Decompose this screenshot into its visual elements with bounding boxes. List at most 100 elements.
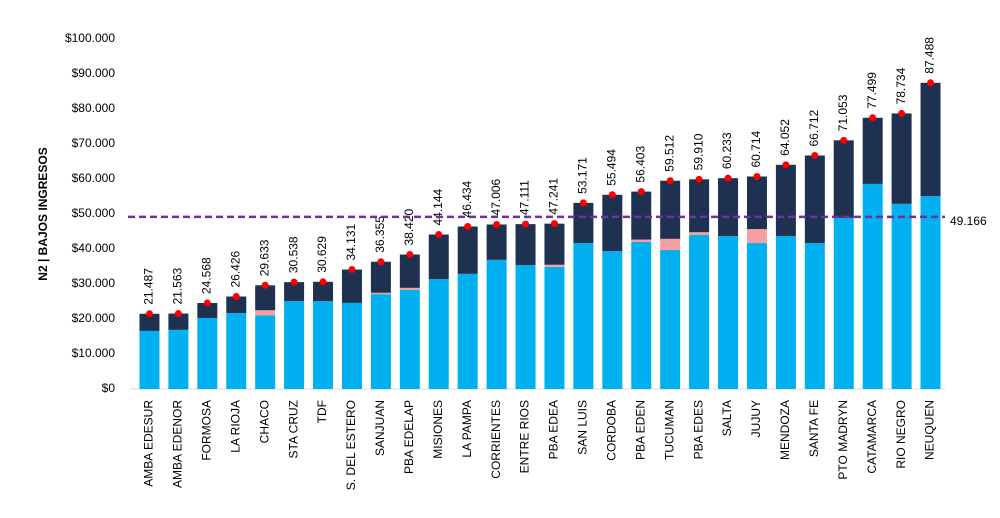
bar-segment (370, 261, 391, 293)
bar-segment (428, 279, 449, 389)
x-tick-label: RIO NEGRO (894, 400, 908, 469)
total-dot (406, 251, 414, 259)
total-label: 30.538 (286, 236, 300, 273)
total-label: 46.434 (460, 180, 474, 217)
bar-segment (573, 243, 594, 389)
y-tick-label: $40.000 (72, 241, 116, 255)
bar-segment (255, 285, 276, 311)
bar-segment (746, 229, 767, 244)
x-tick-label: CORDOBA (604, 400, 618, 461)
total-dot (550, 220, 558, 228)
bar-segment (370, 294, 391, 389)
bar-segment (370, 292, 391, 295)
total-label: 56.403 (633, 146, 647, 183)
total-dot (377, 258, 385, 266)
bar-segment (689, 232, 710, 235)
total-dot (174, 310, 182, 318)
bar-segment (689, 235, 710, 389)
x-tick-label: NEUQUEN (923, 400, 937, 460)
bar-segment (457, 273, 478, 389)
x-tick-label: SAN LUIS (576, 400, 590, 455)
bar-segment (428, 234, 449, 280)
x-tick-label: PTO MADRYN (836, 400, 850, 480)
total-dot (493, 220, 501, 228)
bar-segment (341, 302, 362, 389)
x-tick-label: SALTA (720, 400, 734, 436)
bar-segment (399, 254, 420, 288)
total-dot (898, 109, 906, 117)
y-tick-label: $80.000 (72, 101, 116, 115)
total-label: 53.171 (576, 157, 590, 194)
total-label: 55.494 (604, 149, 618, 186)
x-tick-label: TDF (315, 400, 329, 423)
total-dot (869, 114, 877, 122)
x-tick-label: S. DEL ESTERO (344, 400, 358, 490)
bar-segment (197, 303, 218, 318)
total-dot (927, 79, 935, 87)
bar-segment (341, 269, 362, 303)
bar-segment (139, 330, 160, 389)
total-label: 59.512 (662, 135, 676, 172)
bar-segment (920, 82, 941, 197)
bar-segment (168, 313, 189, 330)
bar-segment (660, 180, 681, 239)
bar-segment (399, 289, 420, 389)
total-label: 71.053 (836, 94, 850, 131)
x-tick-label: FORMOSA (199, 400, 213, 461)
x-tick-label: STA CRUZ (286, 400, 300, 458)
bar-segment (689, 179, 710, 233)
y-tick-label: $0 (102, 381, 116, 395)
bar-segment (718, 178, 739, 237)
total-dot (724, 174, 732, 182)
total-label: 64.052 (778, 119, 792, 156)
bar-segment (168, 329, 189, 389)
bar-segment (631, 242, 652, 389)
bar-segment (486, 259, 507, 389)
total-dot (348, 266, 356, 274)
bar-segment (226, 296, 247, 314)
bar-segment (573, 202, 594, 244)
bar-segment (313, 281, 334, 302)
total-label: 77.499 (865, 72, 879, 109)
x-tick-label: CORRIENTES (489, 400, 503, 479)
total-label: 59.910 (691, 133, 705, 170)
total-label: 21.487 (142, 268, 156, 305)
y-tick-label: $70.000 (72, 136, 116, 150)
bar-segment (746, 176, 767, 230)
total-dot (232, 293, 240, 301)
total-label: 30.629 (315, 236, 329, 273)
y-tick-label: $20.000 (72, 311, 116, 325)
bar-segment (544, 223, 565, 265)
x-tick-label: TUCUMAN (662, 400, 676, 460)
total-dot (782, 161, 790, 169)
x-tick-label: MENDOZA (778, 400, 792, 460)
total-label: 47.241 (547, 178, 561, 215)
bar-segment (544, 266, 565, 389)
bar-segment (862, 117, 883, 184)
total-dot (695, 175, 703, 183)
bar-segment (197, 317, 218, 389)
x-tick-label: LA PAMPA (460, 400, 474, 458)
total-dot (522, 220, 530, 228)
bar-segment (515, 265, 536, 389)
y-tick-label: $100.000 (65, 31, 115, 45)
bar-segment (284, 301, 305, 389)
average-label: 49.166 (950, 214, 987, 228)
x-tick-label: PBA EDELAP (402, 400, 416, 474)
total-dot (637, 188, 645, 196)
bar-segment (399, 287, 420, 290)
bar-segment (139, 313, 160, 331)
y-tick-label: $90.000 (72, 66, 116, 80)
bar-segment (631, 191, 652, 240)
total-label: 36.355 (373, 216, 387, 253)
bar-segment (718, 236, 739, 389)
total-label: 21.563 (171, 268, 185, 305)
x-tick-label: LA RIOJA (228, 400, 242, 453)
total-label: 38.420 (402, 209, 416, 246)
total-label: 60.233 (720, 132, 734, 169)
x-tick-label: MISIONES (431, 400, 445, 459)
total-dot (290, 278, 298, 286)
y-tick-label: $30.000 (72, 276, 116, 290)
x-tick-label: CATAMARCA (865, 400, 879, 474)
x-tick-label: ENTRE RIOS (518, 400, 532, 473)
